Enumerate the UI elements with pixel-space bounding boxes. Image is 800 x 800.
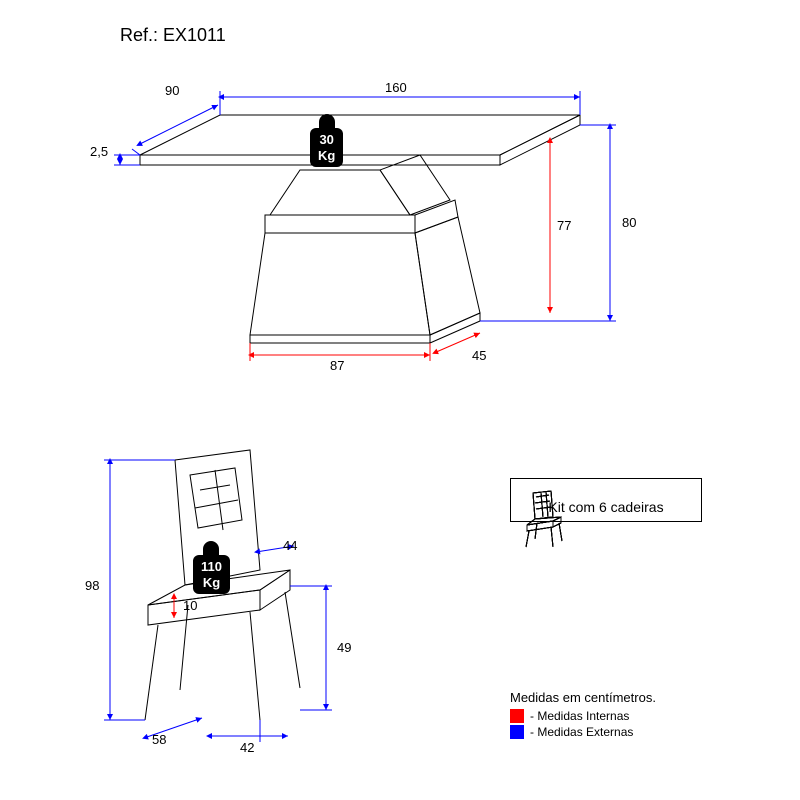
- dim-chair-depth: 58: [152, 732, 166, 747]
- legend-swatch-external: [510, 725, 524, 739]
- legend-swatch-internal: [510, 709, 524, 723]
- kit-grid: [511, 479, 701, 493]
- table-weight-badge: 30 Kg: [310, 128, 343, 167]
- mini-chair-icon: [519, 489, 567, 549]
- dim-chair-height: 98: [85, 578, 99, 593]
- chair-weight-unit: Kg: [203, 575, 220, 590]
- dim-table-base-w: 87: [330, 358, 344, 373]
- chair-weight-value: 110: [201, 559, 222, 574]
- legend-internal-label: - Medidas Internas: [530, 709, 629, 723]
- legend-external-label: - Medidas Externas: [530, 725, 633, 739]
- table-weight-value: 30: [319, 132, 333, 147]
- dim-table-thickness: 2,5: [90, 144, 108, 159]
- legend: Medidas em centímetros. - Medidas Intern…: [510, 690, 656, 741]
- chair-diagram: [80, 420, 380, 750]
- legend-external-row: - Medidas Externas: [510, 725, 656, 739]
- dim-table-width: 160: [385, 80, 407, 95]
- ref-label: Ref.: EX1011: [120, 25, 226, 46]
- dim-table-base-d: 45: [472, 348, 486, 363]
- chair-weight-badge: 110 Kg: [193, 555, 230, 594]
- dim-chair-seat-height: 49: [337, 640, 351, 655]
- kit-box: Kit com 6 cadeiras: [510, 478, 702, 522]
- dim-chair-width: 42: [240, 740, 254, 755]
- table-weight-unit: Kg: [318, 148, 335, 163]
- dim-table-depth: 90: [165, 83, 179, 98]
- dim-chair-back-width: 44: [283, 538, 297, 553]
- dim-table-inner-h: 77: [557, 218, 571, 233]
- dim-chair-cushion: 10: [183, 598, 197, 613]
- dim-table-height: 80: [622, 215, 636, 230]
- legend-title: Medidas em centímetros.: [510, 690, 656, 705]
- table-diagram: [80, 55, 640, 385]
- legend-internal-row: - Medidas Internas: [510, 709, 656, 723]
